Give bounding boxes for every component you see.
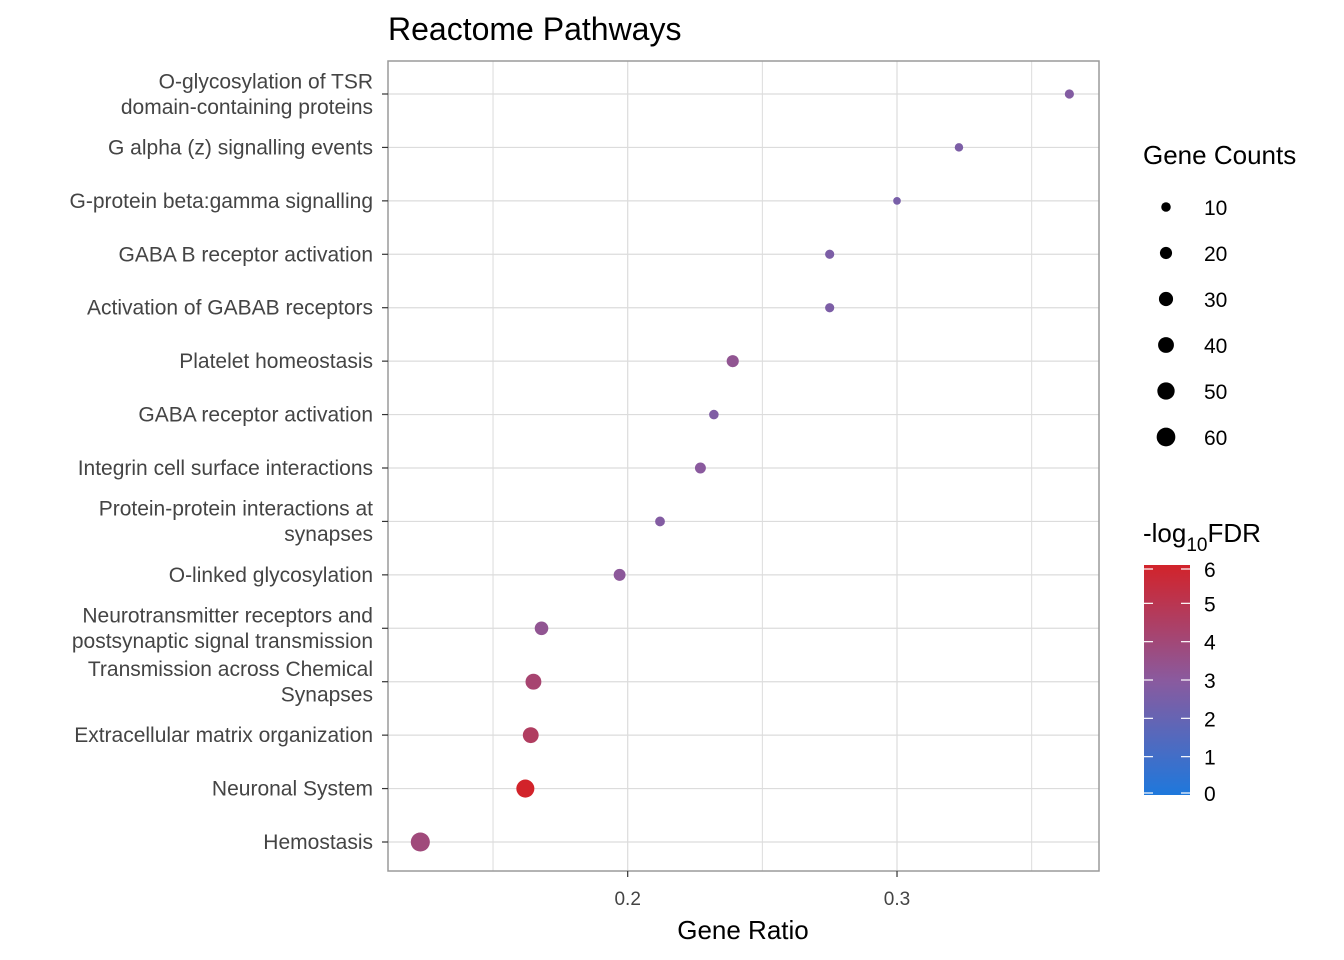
plot-panel [387,60,1100,872]
y-axis: O-glycosylation of TSR domain-containing … [70,70,388,854]
size-legend-key [1159,246,1173,260]
size-legend-label: 40 [1204,335,1227,358]
size-legend-title: Gene Counts [1143,140,1296,170]
data-point [893,197,901,205]
data-point [613,568,626,581]
data-point [516,779,535,798]
size-legend-label: 10 [1204,197,1227,220]
size-legend-label: 20 [1204,243,1227,266]
y-tick-label: O-glycosylation of TSR domain-containing … [121,70,373,119]
data-point [1064,89,1074,99]
size-legend-key [1156,427,1176,447]
y-tick-label: Extracellular matrix organization [74,724,373,747]
size-legend-label: 60 [1204,427,1227,450]
color-legend-label: 2 [1204,708,1216,731]
color-legend-label: 4 [1204,632,1216,655]
data-point [522,727,539,744]
y-tick-label: Transmission across Chemical Synapses [88,658,373,707]
data-point [410,832,430,852]
size-legend-key [1158,337,1174,353]
y-tick-label: Neurotransmitter receptors and postsynapt… [72,605,373,654]
color-legend-label: 0 [1204,783,1216,806]
color-legend-label: 1 [1204,747,1216,770]
y-tick-label: Activation of GABAB receptors [87,297,373,320]
data-point [954,143,964,152]
size-legend-key [1157,382,1175,400]
y-tick-label: Hemostasis [263,831,373,854]
data-point [726,355,739,368]
x-axis: 0.2 0.3 [614,871,910,910]
color-legend-title: -log10FDR [1143,518,1261,556]
y-tick-label: G-protein beta:gamma signalling [70,190,374,213]
x-axis-title: Gene Ratio [677,915,809,945]
size-legend-label: 30 [1204,289,1227,312]
x-tick-label: 0.3 [884,889,910,910]
color-legend-title-sub: 10 [1186,535,1207,556]
data-point [694,462,706,474]
data-point [655,516,665,527]
y-tick-label: GABA B receptor activation [119,243,373,266]
data-points [410,89,1074,852]
data-point [525,673,542,690]
size-legend-label: 50 [1204,381,1227,404]
size-legend-key [1161,202,1171,212]
chart-title: Reactome Pathways [388,11,681,47]
color-legend-title-suffix: FDR [1208,518,1261,548]
color-legend-title-prefix: -log [1143,518,1186,548]
y-tick-label: Protein-protein interactions at synapses [99,498,373,547]
color-legend-label: 6 [1204,559,1216,582]
y-tick-label: GABA receptor activation [138,404,373,427]
y-tick-label: Integrin cell surface interactions [78,457,373,480]
data-point [825,249,835,259]
panel-border [387,60,1100,872]
color-legend-label: 3 [1204,670,1216,693]
data-point [709,409,719,420]
size-legend: Gene Counts 10 20 30 40 50 60 [1143,140,1296,450]
y-tick-label: O-linked glycosylation [169,564,373,587]
size-legend-key [1158,291,1174,307]
y-tick-label: Platelet homeostasis [179,350,373,373]
data-point [534,621,549,636]
color-legend-label: 5 [1204,593,1216,616]
data-point [825,303,835,313]
y-tick-label: G alpha (z) signalling events [108,136,373,159]
x-tick-label: 0.2 [614,889,640,910]
y-tick-label: Neuronal System [212,778,373,801]
